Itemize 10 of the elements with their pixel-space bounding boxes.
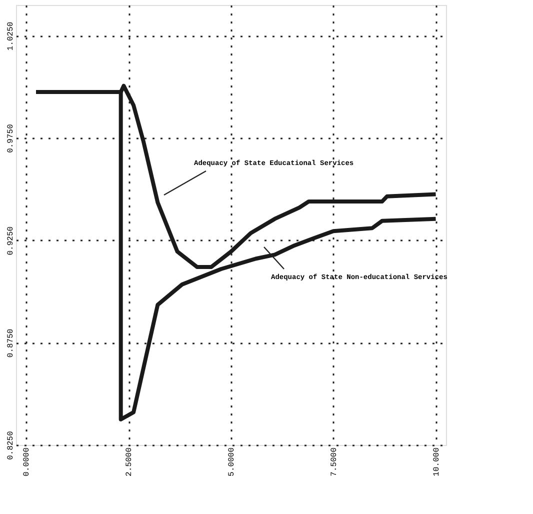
x-tick-label: 5.0000 [228, 447, 236, 476]
y-tick-label: 0.9250 [6, 226, 16, 256]
y-tick-label: 1.0250 [6, 22, 16, 51]
y-tick-label: 0.8750 [6, 328, 16, 358]
x-tick-label: 0.0000 [22, 447, 32, 476]
y-tick-label: 0.8250 [6, 430, 16, 460]
x-tick-label: 2.5000 [125, 447, 134, 476]
x-tick-label: 7.5000 [330, 447, 339, 476]
y-tick-label: 0.9750 [6, 124, 16, 153]
x-tick-label: 10.000 [432, 447, 442, 476]
